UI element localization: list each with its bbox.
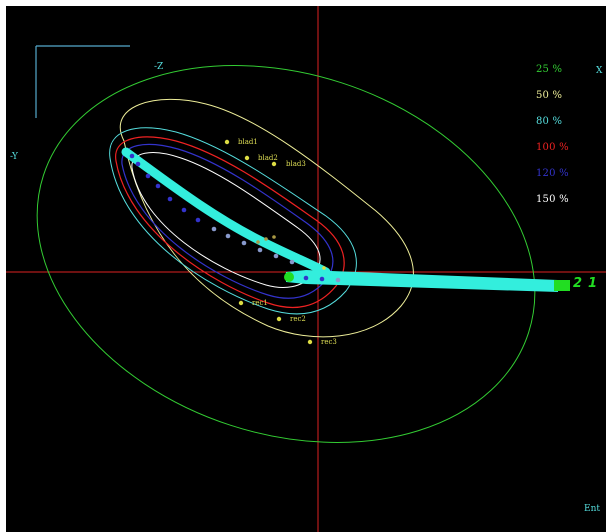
marker-blad2 [244,155,250,161]
tandem-label-2: 2 [573,276,582,291]
legend-item-80[interactable]: 80 % [536,116,563,127]
axis-label-minus-z: -Z [154,62,164,72]
tandem-label-1: 1 [588,276,597,291]
marker-label-blad1: blad1 [238,138,258,146]
axis-label-minus-y: -Y [10,152,18,162]
ring-applicator [121,147,331,277]
marker-label-rec2: rec2 [290,315,306,323]
marker-blad1 [224,139,230,145]
marker-blad3 [271,161,277,167]
marker-rec3 [307,339,313,345]
isodose-line-120 [121,143,334,299]
marker-label-blad3: blad3 [286,160,306,168]
dose-view-viewport[interactable]: blad1 blad2 blad3 rec1 rec2 rec3 2 1 -Z … [6,6,606,532]
legend-item-150[interactable]: 150 % [536,194,569,205]
isodose-line-50 [119,98,414,338]
axis-label-x: X [596,66,603,76]
reference-markers [224,139,326,345]
isodose-plot: blad1 blad2 blad3 rec1 rec2 rec3 2 1 [6,6,606,532]
marker-origin [322,266,326,270]
marker-label-rec3: rec3 [321,338,337,346]
orientation-bracket [35,45,130,118]
isodose-line-25 [36,65,536,443]
tandem-tip [554,280,570,291]
marker-rec2 [276,316,282,322]
tandem-applicator [286,270,558,292]
dwell-positions [129,153,341,283]
isodose-line-80 [109,127,357,315]
isodose-line-100 [115,136,345,309]
isodose-line-150 [131,152,321,288]
footer-label: Ent [584,504,600,514]
tandem-start [284,272,294,282]
legend-item-120[interactable]: 120 % [536,168,569,179]
legend-item-100[interactable]: 100 % [536,142,569,153]
marker-label-blad2: blad2 [258,154,278,162]
legend-item-50[interactable]: 50 % [536,90,563,101]
marker-rec1 [238,300,244,306]
legend-item-25[interactable]: 25 % [536,64,563,75]
marker-label-rec1: rec1 [252,299,268,307]
